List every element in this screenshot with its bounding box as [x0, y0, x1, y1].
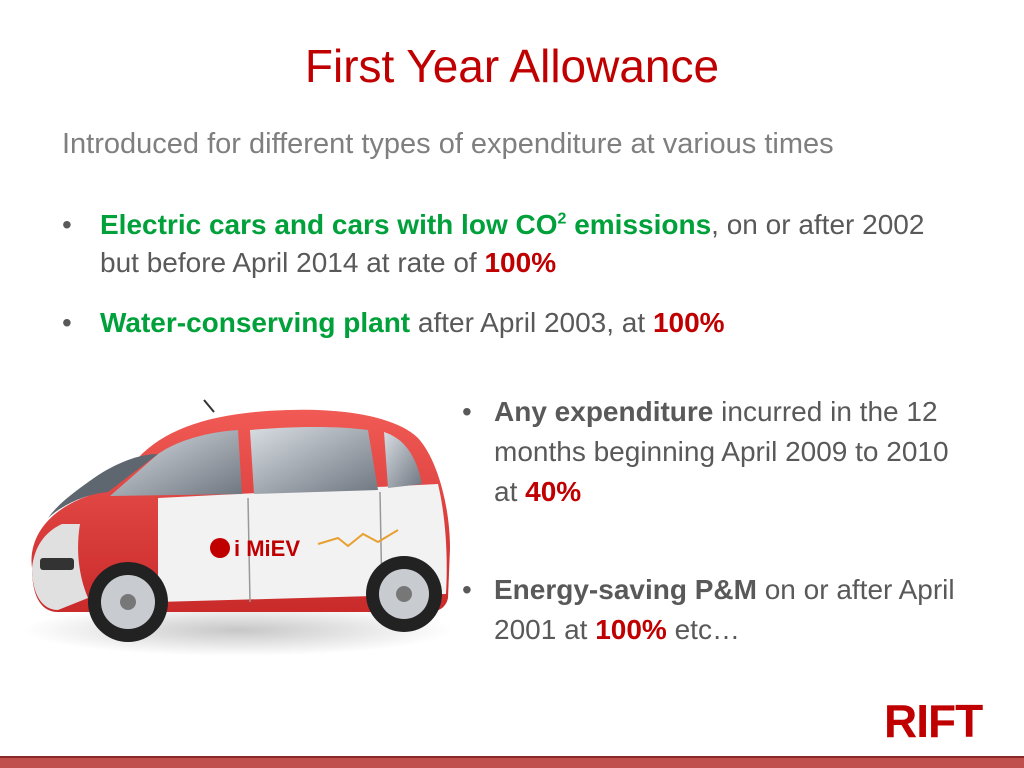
bullet-highlight: Water-conserving plant — [100, 307, 411, 338]
superscript: 2 — [557, 210, 567, 228]
bullet-energy-saving: • Energy-saving P&M on or after April 20… — [462, 570, 962, 650]
bullet-bold: Any expenditure — [494, 396, 714, 427]
bullet-highlight-2: emissions — [566, 209, 712, 240]
footer-line — [0, 756, 1024, 758]
bullet-electric-cars: • Electric cars and cars with low CO2 em… — [62, 206, 962, 282]
bullet-text: incurred in the 12 months beginning Apri… — [494, 396, 949, 507]
bullet-text: on or after April 2001 at — [494, 574, 955, 645]
bullet-dot: • — [62, 209, 72, 240]
bullet-any-expenditure: • Any expenditure incurred in the 12 mon… — [462, 392, 962, 512]
bullet-rate: 100% — [484, 247, 557, 278]
right-bullet-list: • Any expenditure incurred in the 12 mon… — [462, 392, 962, 650]
top-bullet-list: • Electric cars and cars with low CO2 em… — [62, 206, 962, 342]
bullet-tail: etc… — [666, 614, 740, 645]
footer-bar — [0, 758, 1024, 768]
bullet-rate: 40% — [525, 476, 582, 507]
electric-car-image: i MiEV — [23, 399, 453, 656]
bullet-rate: 100% — [595, 614, 667, 645]
bullet-rate: 100% — [652, 307, 725, 338]
slide-title: First Year Allowance — [304, 40, 720, 92]
bullet-dot: • — [462, 396, 472, 427]
bullet-text: , on or after 2002 but before April 2014… — [100, 209, 925, 278]
slide-subtitle: Introduced for different types of expend… — [62, 128, 834, 160]
rift-logo: RIFT — [884, 695, 983, 747]
bullet-highlight: Electric cars and cars with low CO — [100, 209, 558, 240]
bullet-bold: Energy-saving P&M — [494, 574, 757, 605]
bullet-water-plant: • Water-conserving plant after April 200… — [62, 304, 962, 342]
car-badge-text: i MiEV — [234, 536, 300, 561]
bullet-dot: • — [462, 574, 472, 605]
bullet-text: after April 2003, at — [410, 307, 653, 338]
bullet-dot: • — [62, 307, 72, 338]
